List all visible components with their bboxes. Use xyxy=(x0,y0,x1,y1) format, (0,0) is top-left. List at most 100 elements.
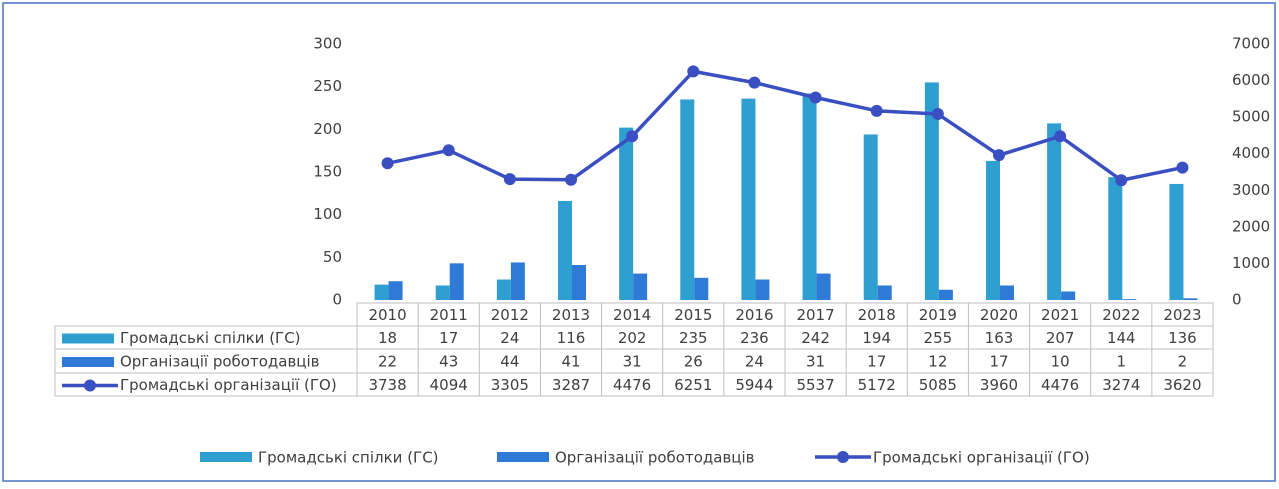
bar xyxy=(1122,299,1137,300)
x-tick-label: 2013 xyxy=(552,306,590,324)
bar xyxy=(435,285,450,300)
x-tick-label: 2015 xyxy=(674,306,712,324)
y2-tick-label: 2000 xyxy=(1232,217,1270,235)
bar xyxy=(374,284,389,300)
x-tick-label: 2012 xyxy=(491,306,529,324)
table-row-label: Громадські організації (ГО) xyxy=(120,376,337,394)
y-tick-label: 200 xyxy=(313,120,342,138)
table-value: 31 xyxy=(806,353,825,371)
table-value: 24 xyxy=(500,329,519,347)
y2-tick-label: 7000 xyxy=(1232,35,1270,53)
y-tick-label: 150 xyxy=(313,163,342,181)
legend-label: Громадські спілки (ГС) xyxy=(258,449,439,467)
line-marker xyxy=(503,173,516,186)
table-row xyxy=(54,372,1214,397)
bar xyxy=(1108,177,1123,300)
x-tick-label: 2016 xyxy=(735,306,773,324)
y-tick-label: 250 xyxy=(313,77,342,95)
line-marker xyxy=(381,157,394,170)
table-value: 17 xyxy=(867,353,886,371)
table-legend-symbol xyxy=(62,357,114,367)
table-value: 1 xyxy=(1117,353,1127,371)
legend-label: Організації роботодавців xyxy=(555,449,755,467)
table-value: 163 xyxy=(985,329,1014,347)
x-tick-label: 2017 xyxy=(796,306,834,324)
table-value: 3620 xyxy=(1163,376,1201,394)
table-value: 236 xyxy=(740,329,769,347)
table-value: 10 xyxy=(1051,353,1070,371)
table-value: 242 xyxy=(801,329,830,347)
table-legend-symbol xyxy=(84,379,96,392)
table-value: 116 xyxy=(557,329,586,347)
table-value: 3287 xyxy=(552,376,590,394)
line-marker xyxy=(1054,130,1067,143)
bar xyxy=(388,281,403,300)
line-marker xyxy=(931,108,944,121)
y2-tick-label: 3000 xyxy=(1232,181,1270,199)
table-value: 4094 xyxy=(430,376,468,394)
table-value: 235 xyxy=(679,329,708,347)
line-marker xyxy=(626,130,639,143)
bar xyxy=(1061,291,1076,300)
table-value: 3960 xyxy=(980,376,1018,394)
table-value: 12 xyxy=(928,353,947,371)
table-value: 144 xyxy=(1107,329,1136,347)
y2-tick-label: 6000 xyxy=(1232,71,1270,89)
legend-symbol xyxy=(200,452,252,462)
table-value: 5085 xyxy=(919,376,957,394)
bar xyxy=(877,285,892,300)
y-tick-label: 100 xyxy=(313,205,342,223)
bar xyxy=(633,273,648,300)
table-value: 2 xyxy=(1178,353,1188,371)
table-row-label: Організації роботодавців xyxy=(120,353,320,371)
y2-tick-label: 4000 xyxy=(1232,144,1270,162)
line-marker xyxy=(993,149,1005,162)
frame xyxy=(2,2,1276,482)
table-value: 41 xyxy=(561,353,580,371)
bar xyxy=(986,160,1000,300)
bar xyxy=(1183,298,1198,300)
bar xyxy=(572,265,586,300)
x-tick-label: 2018 xyxy=(858,306,896,324)
bar xyxy=(619,127,634,300)
bar xyxy=(680,99,695,300)
x-tick-label: 2021 xyxy=(1041,306,1079,324)
line-marker xyxy=(809,91,822,104)
bar xyxy=(924,82,939,301)
bar xyxy=(816,273,831,300)
bar xyxy=(938,289,953,300)
table-legend-symbol xyxy=(62,333,114,344)
line-marker xyxy=(687,65,700,78)
line-marker xyxy=(1115,174,1128,187)
bar xyxy=(755,279,770,300)
table-value: 17 xyxy=(439,329,458,347)
legend-symbol xyxy=(497,452,549,462)
table-value: 3274 xyxy=(1102,376,1140,394)
legend-symbol xyxy=(837,451,849,463)
table-value: 202 xyxy=(618,329,647,347)
bar xyxy=(741,98,756,300)
x-tick-label: 2011 xyxy=(430,306,468,324)
table-value: 17 xyxy=(989,353,1008,371)
bar xyxy=(510,262,525,300)
table-value: 44 xyxy=(500,353,519,371)
table-value: 24 xyxy=(745,353,764,371)
y-tick-label: 0 xyxy=(332,291,342,309)
line-marker xyxy=(442,144,455,157)
table-value: 3738 xyxy=(368,376,406,394)
y2-tick-label: 0 xyxy=(1232,291,1242,309)
table-value: 255 xyxy=(924,329,953,347)
line-marker xyxy=(870,104,883,117)
table-value: 4476 xyxy=(1041,376,1079,394)
line xyxy=(387,69,1183,183)
table-value: 194 xyxy=(862,329,891,347)
bar xyxy=(496,279,511,300)
table-value: 18 xyxy=(378,329,397,347)
y-tick-label: 300 xyxy=(313,35,342,53)
line-marker xyxy=(565,173,577,186)
line-marker xyxy=(748,76,761,89)
bar xyxy=(558,201,572,300)
table-row-label: Громадські спілки (ГС) xyxy=(120,329,301,347)
line-marker xyxy=(1176,161,1189,174)
y-tick-label: 50 xyxy=(323,248,342,266)
